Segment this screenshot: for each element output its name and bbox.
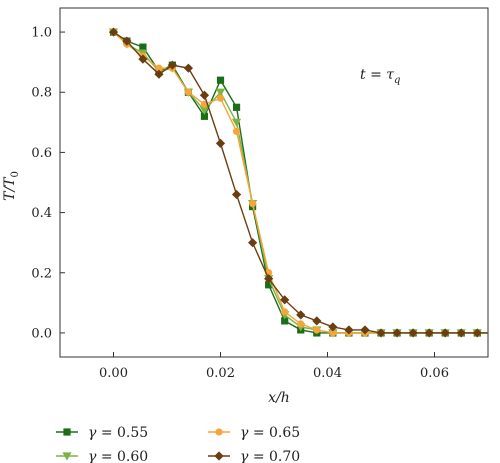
data-point (216, 94, 225, 102)
data-point (281, 308, 289, 316)
legend-item: γ = 0.55 (56, 425, 148, 441)
data-point (489, 329, 498, 337)
data-point (312, 316, 322, 326)
data-point (489, 328, 498, 337)
series-1 (109, 28, 497, 337)
data-point (215, 88, 226, 97)
series-2 (108, 28, 498, 338)
data-point (297, 320, 305, 328)
x-tick-label: 0.00 (99, 366, 128, 381)
x-tick-label: 0.06 (420, 366, 449, 381)
data-point (155, 64, 163, 72)
series-line (113, 31, 488, 334)
data-point (490, 329, 497, 336)
series-3 (109, 28, 497, 337)
legend: γ = 0.55 γ = 0.60 γ = 0.65 γ = 0.70 (56, 425, 300, 463)
data-point (138, 54, 148, 64)
data-point (472, 328, 482, 338)
data-point (424, 328, 434, 338)
series-4 (108, 27, 498, 338)
data-point (232, 127, 241, 135)
data-point (264, 274, 274, 284)
data-point (199, 90, 210, 100)
data-point (456, 328, 466, 338)
legend-label: γ = 0.70 (240, 449, 300, 463)
y-tick-label: 0.2 (31, 266, 52, 281)
series-line (113, 31, 488, 334)
plot-area: 0.00 0.02 0.04 0.06 0.0 0.2 0.4 0.6 0.8 1.0 (31, 7, 498, 381)
legend-marker (215, 428, 223, 436)
legend-item: γ = 0.60 (56, 449, 148, 463)
data-point (281, 317, 289, 325)
legend-label: γ = 0.65 (240, 425, 300, 441)
data-point (376, 328, 386, 338)
data-point (216, 76, 225, 84)
time-annotation: t = τq (360, 67, 400, 86)
x-tick-label: 0.04 (313, 366, 342, 381)
legend-marker (62, 452, 72, 461)
series-line (113, 31, 488, 334)
data-point (199, 106, 210, 115)
legend-item: γ = 0.70 (208, 449, 300, 463)
data-point (313, 326, 321, 334)
legend-item: γ = 0.65 (208, 425, 300, 441)
y-tick-label: 0.6 (31, 146, 52, 161)
data-point (215, 138, 226, 148)
data-point (108, 27, 119, 37)
data-point (329, 329, 337, 337)
data-point (490, 329, 497, 336)
y-tick-label: 0.0 (31, 326, 52, 341)
data-point (249, 199, 257, 208)
legend-marker (63, 428, 71, 436)
data-point (154, 69, 164, 79)
y-tick-label: 0.4 (31, 206, 52, 221)
legend-label: γ = 0.55 (88, 425, 148, 441)
data-point (392, 328, 402, 338)
data-point (280, 295, 290, 305)
data-point (360, 325, 370, 335)
y-tick-label: 0.8 (31, 86, 52, 101)
data-point (122, 36, 132, 46)
legend-label: γ = 0.60 (88, 449, 148, 463)
data-point (296, 310, 306, 320)
series-line (113, 31, 488, 334)
data-point (265, 281, 273, 289)
data-point (248, 238, 258, 248)
svg-text:T/T0: T/T0 (2, 171, 21, 201)
plot-frame (59, 7, 489, 358)
data-point (328, 322, 338, 332)
y-tick-label: 1.0 (31, 26, 52, 41)
legend-marker (214, 451, 224, 461)
data-point (232, 103, 241, 111)
x-axis-label: x/h (268, 390, 290, 406)
data-point (183, 63, 193, 73)
data-point (344, 325, 354, 335)
data-point (139, 43, 147, 51)
data-point (184, 88, 192, 96)
y-axis-label: T/T0 (2, 171, 21, 201)
data-point (231, 189, 242, 200)
data-point (200, 112, 209, 120)
data-point (167, 60, 177, 70)
x-tick-label: 0.02 (206, 366, 235, 381)
data-point (408, 328, 418, 338)
data-point (231, 118, 242, 127)
data-point (440, 328, 450, 338)
